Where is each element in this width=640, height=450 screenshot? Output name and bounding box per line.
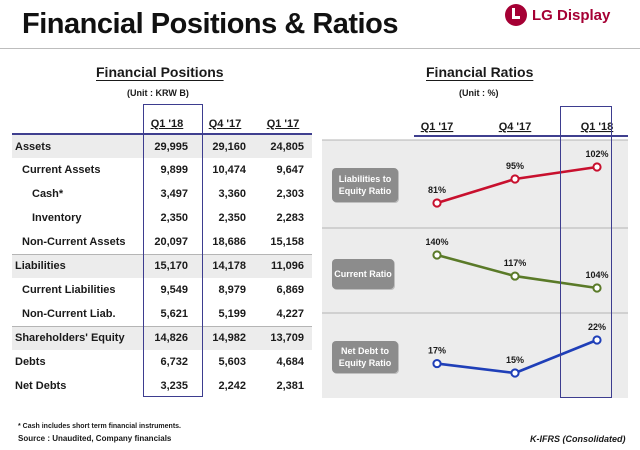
cell-value: 5,621 xyxy=(160,307,188,320)
cell-value: 10,474 xyxy=(212,164,246,176)
cell-value: 2,381 xyxy=(276,380,304,392)
cell-value: 9,899 xyxy=(160,164,188,176)
cell-value: 15,170 xyxy=(138,253,196,278)
row-label: Current Liabilities xyxy=(22,284,116,296)
col-header-q1-17: Q1 '17 xyxy=(254,114,312,135)
cell-value: 15,158 xyxy=(270,235,304,248)
cell-value: 29,160 xyxy=(196,133,254,158)
cell-value: 4,684 xyxy=(276,356,304,368)
ratio-col-header: Q1 '18 xyxy=(581,121,614,133)
data-label: 15% xyxy=(506,355,524,365)
page-title: Financial Positions & Ratios xyxy=(22,8,398,40)
row-label: Non-Current Assets xyxy=(22,235,126,248)
financial-positions-table: Q1 '18 Q4 '17 Q1 '17 Assets 29,995 29,160 2… xyxy=(12,114,312,398)
ratios-unit: (Unit : %) xyxy=(459,88,499,98)
row-non-current-liab: Non-Current Liab. 5,621 5,199 4,227 xyxy=(12,302,312,326)
cell-value: 2,283 xyxy=(276,212,304,224)
row-current-assets: Current Assets 9,899 10,474 9,647 xyxy=(12,158,312,182)
title-divider xyxy=(0,48,640,49)
cell-value: 29,995 xyxy=(138,133,196,158)
data-label: 117% xyxy=(504,258,527,268)
cell-value: 20,097 xyxy=(154,235,188,248)
ratios-title: Financial Ratios xyxy=(426,64,534,80)
lg-logo-icon xyxy=(505,4,527,26)
row-label: Liabilities xyxy=(12,253,138,278)
ifrs-note: K-IFRS (Consolidated) xyxy=(530,434,626,444)
data-point xyxy=(592,283,602,293)
cell-value: 2,350 xyxy=(218,212,246,224)
cell-value: 14,826 xyxy=(138,325,196,350)
row-label: Shareholders' Equity xyxy=(12,325,138,350)
cell-value: 2,303 xyxy=(276,188,304,200)
row-assets: Assets 29,995 29,160 24,805 xyxy=(12,133,312,158)
row-label: Non-Current Liab. xyxy=(22,307,116,320)
cell-value: 18,686 xyxy=(212,235,246,248)
data-point xyxy=(432,198,442,208)
data-point xyxy=(510,174,520,184)
cell-value: 14,982 xyxy=(196,325,254,350)
label-current-ratio: Current Ratio xyxy=(332,259,394,289)
ratio-col-header: Q1 '17 xyxy=(421,121,454,133)
cell-value: 14,178 xyxy=(196,253,254,278)
data-label: 81% xyxy=(428,185,446,195)
row-liabilities: Liabilities 15,170 14,178 11,096 xyxy=(12,253,312,278)
col-header-q4-17: Q4 '17 xyxy=(196,114,254,135)
cell-value: 9,647 xyxy=(276,164,304,176)
data-label: 95% xyxy=(506,161,524,171)
cell-value: 3,360 xyxy=(218,188,246,200)
data-point xyxy=(510,271,520,281)
row-label: Current Assets xyxy=(22,164,101,176)
cell-value: 6,869 xyxy=(276,284,304,296)
label-liab-to-equity-ratio: Liabilities to Equity Ratio xyxy=(332,168,398,202)
row-label: Inventory xyxy=(32,212,82,224)
brand-logo: LG Display xyxy=(505,4,610,26)
data-label: 104% xyxy=(585,270,608,280)
cell-value: 2,242 xyxy=(218,380,246,392)
cell-value: 4,227 xyxy=(276,307,304,320)
q1-18-ratio-highlight-box xyxy=(560,106,612,398)
cell-value: 6,732 xyxy=(160,356,188,368)
cell-value: 3,235 xyxy=(160,380,188,392)
row-cash: Cash* 3,497 3,360 2,303 xyxy=(12,182,312,206)
row-debts: Debts 6,732 5,603 4,684 xyxy=(12,350,312,374)
data-point xyxy=(592,162,602,172)
positions-title: Financial Positions xyxy=(96,64,224,80)
row-inventory: Inventory 2,350 2,350 2,283 xyxy=(12,206,312,230)
ratio-col-header: Q4 '17 xyxy=(499,121,532,133)
row-label: Net Debts xyxy=(15,380,67,392)
source-footnote: Source : Unaudited, Company financials xyxy=(18,434,172,443)
cell-value: 24,805 xyxy=(254,133,312,158)
data-point xyxy=(432,358,442,369)
data-point xyxy=(510,368,520,378)
row-label: Debts xyxy=(15,356,46,368)
cell-value: 8,979 xyxy=(218,284,246,296)
label-net-debt-to-equity-ratio: Net Debt to Equity Ratio xyxy=(332,341,398,373)
cell-value: 2,350 xyxy=(160,212,188,224)
row-net-debts: Net Debts 3,235 2,242 2,381 xyxy=(12,374,312,398)
cash-footnote: * Cash includes short term financial ins… xyxy=(18,423,181,430)
row-shareholders-equity: Shareholders' Equity 14,826 14,982 13,709 xyxy=(12,325,312,350)
cell-value: 5,603 xyxy=(218,356,246,368)
logo-text: LG Display xyxy=(532,6,611,24)
cell-value: 3,497 xyxy=(160,188,188,200)
data-label: 22% xyxy=(588,322,606,332)
row-label: Assets xyxy=(12,133,138,158)
data-label: 17% xyxy=(428,346,446,356)
row-label: Cash* xyxy=(32,188,64,200)
cell-value: 13,709 xyxy=(254,325,312,350)
data-label: 140% xyxy=(425,237,448,247)
positions-unit: (Unit : KRW B) xyxy=(127,88,189,98)
col-header-q1-18: Q1 '18 xyxy=(138,114,196,135)
table-header-blank xyxy=(12,114,138,135)
cell-value: 11,096 xyxy=(254,253,312,278)
cell-value: 9,549 xyxy=(160,284,188,296)
row-non-current-assets: Non-Current Assets 20,097 18,686 15,158 xyxy=(12,230,312,254)
data-point xyxy=(432,250,442,260)
row-current-liabilities: Current Liabilities 9,549 8,979 6,869 xyxy=(12,278,312,302)
data-label: 102% xyxy=(585,149,608,159)
data-point xyxy=(592,335,602,345)
cell-value: 5,199 xyxy=(218,307,246,320)
